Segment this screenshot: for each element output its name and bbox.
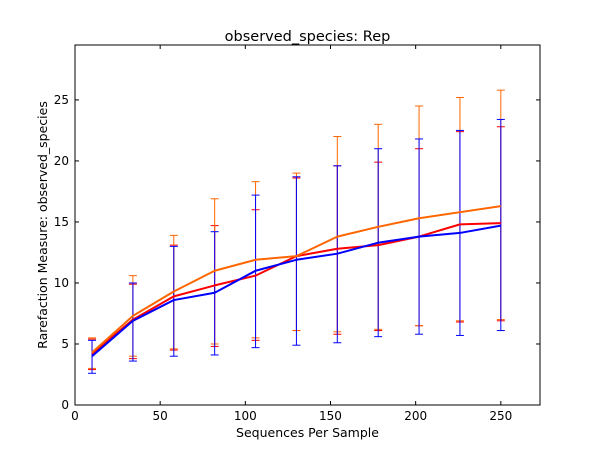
x-tick-label: 0 xyxy=(71,409,79,423)
y-tick-label: 15 xyxy=(54,215,69,229)
y-axis-title: Rarefaction Measure: observed_species xyxy=(35,101,50,349)
y-tick-label: 20 xyxy=(54,154,69,168)
series-line-2 xyxy=(91,224,502,357)
plot-frame xyxy=(74,44,541,406)
y-tick-label: 5 xyxy=(61,337,69,351)
x-tick-label: 100 xyxy=(234,409,257,423)
chart-title: observed_species: Rep xyxy=(225,29,391,45)
series-line-1 xyxy=(91,205,501,354)
x-axis-title: Sequences Per Sample xyxy=(236,425,379,440)
y-tick-label: 0 xyxy=(61,398,69,412)
x-tick-label: 50 xyxy=(153,409,168,423)
x-tick-label: 200 xyxy=(404,409,427,423)
y-tick-label: 10 xyxy=(54,276,69,290)
x-tick-label: 150 xyxy=(319,409,342,423)
y-tick-label: 25 xyxy=(54,93,69,107)
x-tick-label: 250 xyxy=(489,409,512,423)
plot-area: 0 50 100 150 200 250 0 5 10 15 20 25 xyxy=(54,44,541,423)
